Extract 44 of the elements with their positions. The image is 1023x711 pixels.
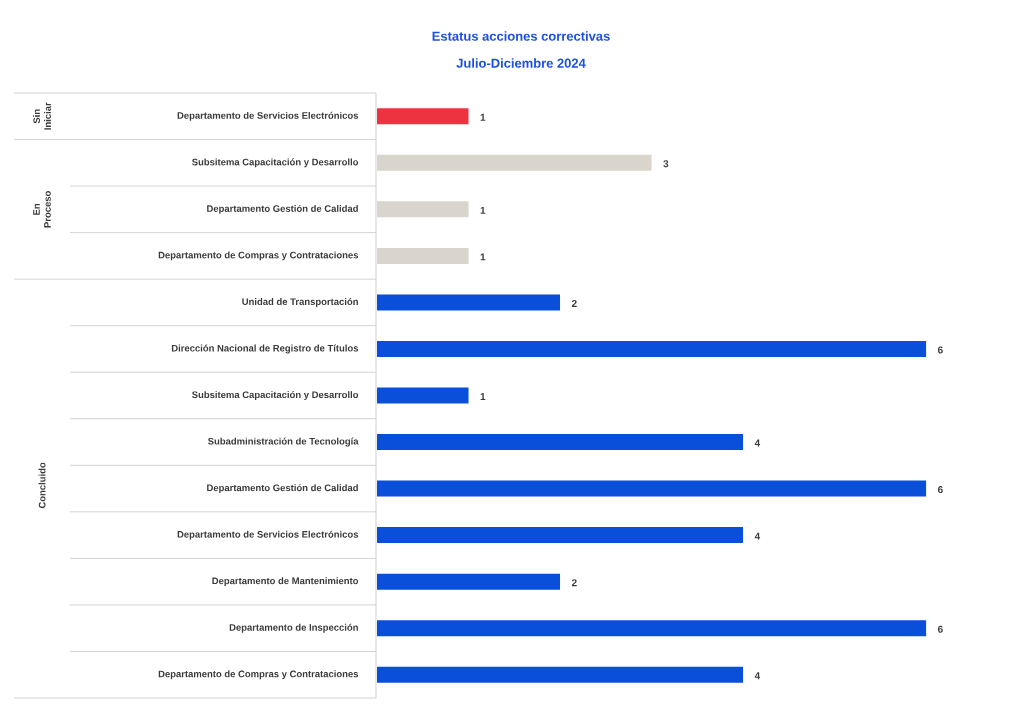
data-label: 6	[937, 346, 943, 354]
data-label: 3	[663, 160, 669, 168]
y-tick-label: Departamento Gestión de Calidad	[207, 204, 358, 214]
text: Concluido	[38, 462, 46, 509]
bar	[377, 340, 927, 357]
y-tick-label: Subadministración de Tecnología	[208, 437, 359, 447]
bar	[377, 247, 469, 264]
bar	[377, 201, 469, 218]
bar	[377, 620, 927, 637]
text: Sin Iniciar	[33, 102, 51, 130]
y-tick-label: Subsitema Capacitación y Desarrollo	[192, 391, 359, 400]
bar	[377, 154, 652, 171]
y-tick-label: Departamento de Inspección	[229, 623, 358, 633]
chart-title: Estatus acciones correctivas	[432, 31, 610, 41]
bar	[377, 294, 561, 311]
data-label: 1	[480, 113, 486, 121]
bar	[377, 387, 469, 404]
text: En Proceso	[33, 191, 51, 228]
y-tick-label: Dirección Nacional de Registro de Títulos	[171, 344, 359, 354]
y-tick-label: Unidad de Transportación	[242, 297, 358, 307]
data-label: 1	[480, 253, 486, 261]
data-label: 2	[571, 299, 577, 307]
data-label: 1	[480, 206, 486, 214]
y-tick-label: Departamento de Compras y Contrataciones	[158, 670, 359, 680]
bar	[377, 480, 927, 497]
data-label: 6	[937, 625, 943, 633]
bar	[377, 434, 744, 451]
bar	[377, 527, 744, 544]
bar	[377, 573, 561, 590]
data-label: 6	[937, 486, 943, 494]
y-tick-label: Subsitema Capacitación y Desarrollo	[192, 158, 359, 168]
data-label: 1	[480, 393, 486, 400]
bar	[377, 666, 744, 683]
data-label: 4	[754, 672, 761, 680]
y-tick-label: Departamento de Compras y Contrataciones	[158, 251, 359, 261]
y-tick-label: Departamento de Mantenimiento	[212, 577, 359, 587]
data-label: 2	[571, 579, 577, 587]
y-tick-label: Departamento Gestión de Calidad	[207, 484, 358, 494]
data-label: 4	[754, 439, 761, 447]
y-tick-label: Departamento de Servicios Electrónicos	[177, 111, 359, 121]
y-tick-label: Departamento de Servicios Electrónicos	[177, 530, 359, 540]
data-label: 4	[754, 532, 761, 540]
bar	[377, 108, 469, 125]
chart-subtitle: Julio-Diciembre 2024	[456, 58, 586, 68]
